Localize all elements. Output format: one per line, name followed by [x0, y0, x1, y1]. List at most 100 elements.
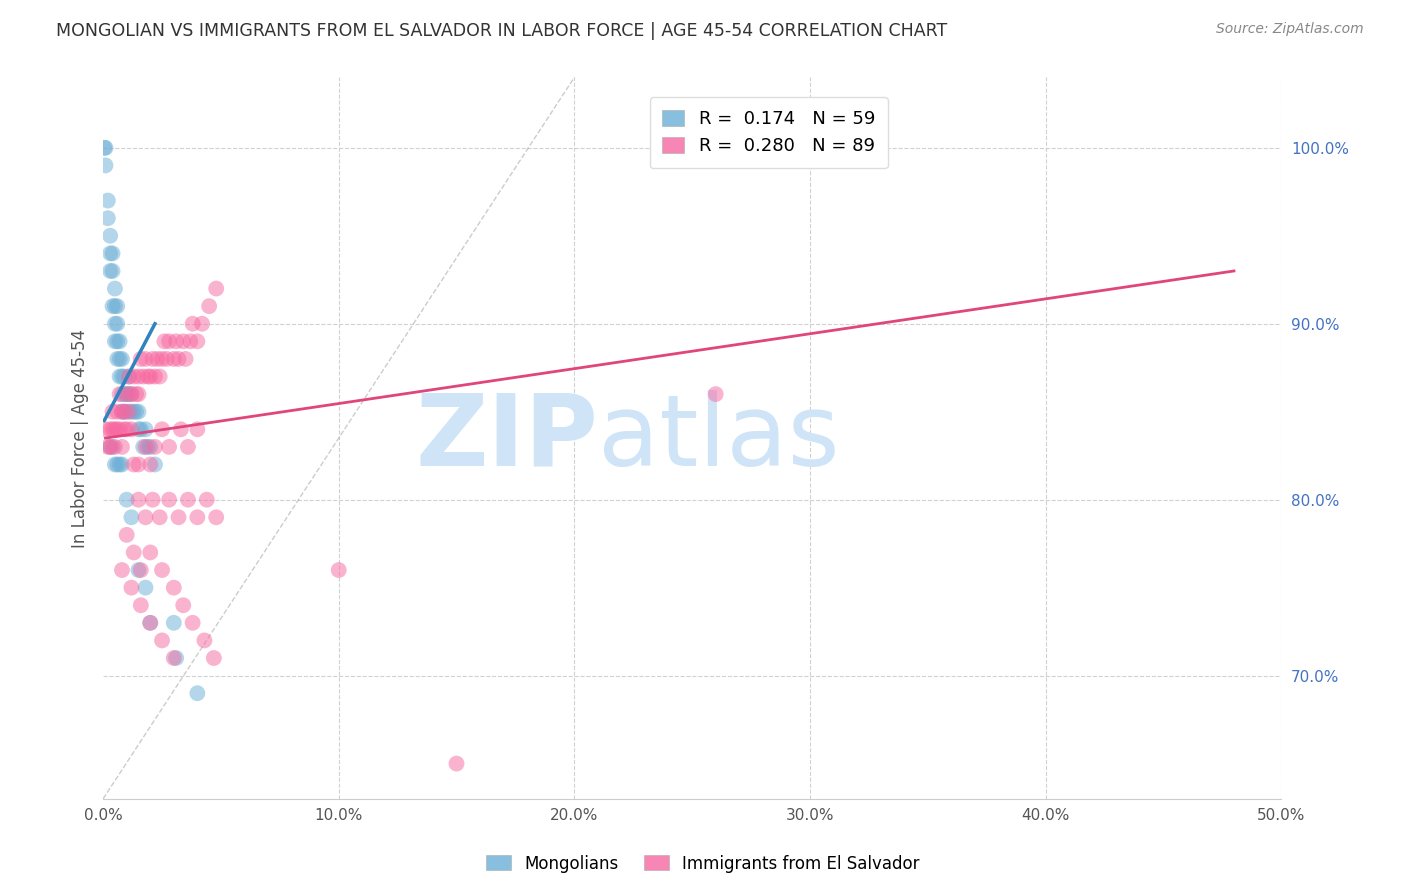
Point [172, 599, 194, 613]
Point [165, 651, 187, 665]
Point [186, 510, 208, 524]
Point [104, 458, 127, 472]
Point [104, 422, 127, 436]
Point [135, 581, 157, 595]
Point [153, 334, 176, 349]
Point [139, 615, 162, 630]
Point [111, 440, 134, 454]
Point [108, 334, 131, 349]
Point [120, 387, 142, 401]
Point [186, 334, 208, 349]
Point [132, 369, 155, 384]
Point [139, 369, 162, 384]
Point [105, 351, 128, 366]
Point [94, 158, 117, 172]
Point [177, 492, 200, 507]
Point [136, 440, 159, 454]
Point [94, 422, 117, 436]
Point [127, 458, 149, 472]
Point [186, 686, 208, 700]
Point [98, 440, 121, 454]
Point [163, 581, 186, 595]
Point [150, 422, 173, 436]
Point [163, 615, 186, 630]
Point [127, 422, 149, 436]
Legend: Mongolians, Immigrants from El Salvador: Mongolians, Immigrants from El Salvador [479, 848, 927, 880]
Point [191, 317, 214, 331]
Point [135, 510, 157, 524]
Point [127, 563, 149, 577]
Point [112, 369, 135, 384]
Point [157, 440, 180, 454]
Point [94, 141, 117, 155]
Point [115, 387, 138, 401]
Point [101, 440, 124, 454]
Point [167, 510, 190, 524]
Point [202, 651, 225, 665]
Text: Source: ZipAtlas.com: Source: ZipAtlas.com [1216, 22, 1364, 37]
Point [104, 317, 127, 331]
Point [156, 351, 179, 366]
Point [136, 369, 159, 384]
Point [118, 405, 141, 419]
Point [150, 633, 173, 648]
Point [157, 492, 180, 507]
Point [122, 369, 145, 384]
Point [129, 563, 152, 577]
Point [129, 422, 152, 436]
Point [108, 458, 131, 472]
Point [104, 299, 127, 313]
Point [108, 387, 131, 401]
Point [193, 633, 215, 648]
Point [118, 387, 141, 401]
Point [111, 387, 134, 401]
Point [142, 351, 165, 366]
Point [97, 211, 120, 226]
Point [97, 440, 120, 454]
Point [105, 317, 128, 331]
Point [104, 440, 127, 454]
Text: ZIP: ZIP [415, 390, 598, 487]
Point [135, 440, 157, 454]
Point [120, 510, 142, 524]
Point [108, 369, 131, 384]
Point [101, 299, 124, 313]
Point [139, 440, 162, 454]
Point [186, 422, 208, 436]
Point [111, 369, 134, 384]
Point [163, 351, 186, 366]
Point [111, 458, 134, 472]
Point [112, 422, 135, 436]
Point [112, 405, 135, 419]
Point [115, 405, 138, 419]
Point [165, 334, 187, 349]
Point [120, 405, 142, 419]
Point [120, 422, 142, 436]
Point [98, 422, 121, 436]
Point [127, 492, 149, 507]
Point [157, 334, 180, 349]
Point [174, 351, 197, 366]
Point [115, 528, 138, 542]
Point [93, 141, 115, 155]
Text: MONGOLIAN VS IMMIGRANTS FROM EL SALVADOR IN LABOR FORCE | AGE 45-54 CORRELATION : MONGOLIAN VS IMMIGRANTS FROM EL SALVADOR… [56, 22, 948, 40]
Point [120, 581, 142, 595]
Point [446, 756, 468, 771]
Point [177, 440, 200, 454]
Point [101, 246, 124, 260]
Point [112, 387, 135, 401]
Point [163, 651, 186, 665]
Point [129, 351, 152, 366]
Text: atlas: atlas [598, 390, 839, 487]
Point [143, 458, 166, 472]
Point [105, 405, 128, 419]
Y-axis label: In Labor Force | Age 45-54: In Labor Force | Age 45-54 [72, 328, 89, 548]
Point [205, 281, 228, 295]
Point [127, 369, 149, 384]
Point [118, 369, 141, 384]
Point [181, 317, 204, 331]
Point [122, 545, 145, 559]
Point [104, 334, 127, 349]
Point [98, 228, 121, 243]
Point [149, 369, 172, 384]
